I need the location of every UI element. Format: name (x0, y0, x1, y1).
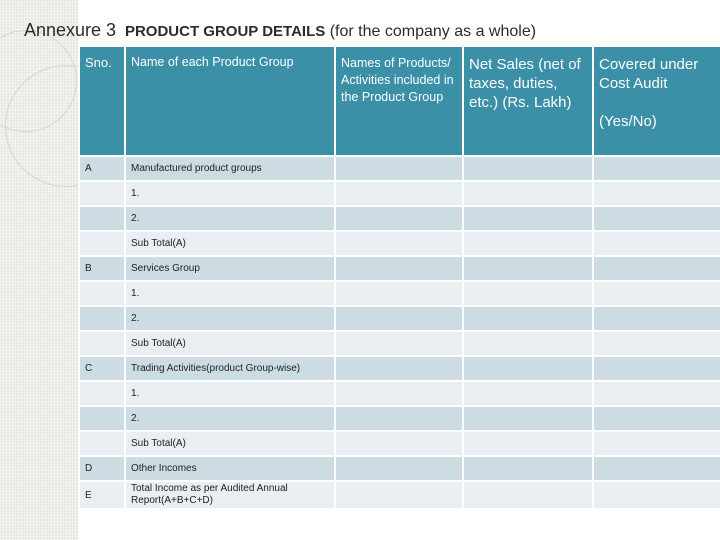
cell-products (334, 305, 464, 332)
cell-products (334, 330, 464, 357)
cell-covered (592, 205, 720, 232)
cell-net-sales (462, 280, 594, 307)
header-covered-label: Covered under Cost Audit (599, 56, 699, 92)
cell-product-group: 1. (124, 380, 336, 407)
table-row: 2. (78, 405, 720, 432)
cell-net-sales (462, 205, 594, 232)
title-sub: PRODUCT GROUP DETAILS (124, 23, 326, 40)
table-row: D Other Incomes (78, 455, 720, 482)
header-covered: Covered under Cost Audit (Yes/No) (592, 45, 720, 157)
cell-covered (592, 330, 720, 357)
cell-products (334, 180, 464, 207)
cell-covered (592, 430, 720, 457)
cell-net-sales (462, 380, 594, 407)
cell-product-group: 1. (124, 180, 336, 207)
cell-covered (592, 405, 720, 432)
cell-products (334, 355, 464, 382)
cell-product-group: Total Income as per Audited Annual Repor… (124, 480, 336, 510)
cell-product-group: Manufactured product groups (124, 155, 336, 182)
cell-product-group: Sub Total(A) (124, 430, 336, 457)
cell-products (334, 430, 464, 457)
cell-sno: B (78, 255, 126, 282)
cell-net-sales (462, 230, 594, 257)
table-body: A Manufactured product groups 1. 2. Sub Tota… (78, 155, 720, 510)
cell-sno (78, 380, 126, 407)
cell-product-group: 2. (124, 405, 336, 432)
header-name: Name of each Product Group (124, 45, 336, 157)
cell-product-group: 2. (124, 305, 336, 332)
cell-net-sales (462, 330, 594, 357)
table-row: A Manufactured product groups (78, 155, 720, 182)
table-row: E Total Income as per Audited Annual Repo… (78, 480, 720, 510)
table-row: 1. (78, 380, 720, 407)
cell-products (334, 405, 464, 432)
cell-sno (78, 230, 126, 257)
cell-covered (592, 255, 720, 282)
cell-product-group: Sub Total(A) (124, 230, 336, 257)
cell-product-group: Services Group (124, 255, 336, 282)
cell-net-sales (462, 180, 594, 207)
cell-sno: C (78, 355, 126, 382)
table-row: 2. (78, 305, 720, 332)
table-row: Sub Total(A) (78, 330, 720, 357)
cell-sno (78, 330, 126, 357)
header-products: Names of Products/ Activities included i… (334, 45, 464, 157)
table-row: Sub Total(A) (78, 430, 720, 457)
cell-covered (592, 355, 720, 382)
header-net-sales: Net Sales (net of taxes, duties, etc.) (… (462, 45, 594, 157)
cell-products (334, 280, 464, 307)
table-row: 1. (78, 280, 720, 307)
cell-product-group: Trading Activities(product Group-wise) (124, 355, 336, 382)
cell-products (334, 380, 464, 407)
table-header-row: Sno. Name of each Product Group Names of… (78, 45, 720, 157)
cell-product-group: 1. (124, 280, 336, 307)
cell-products (334, 230, 464, 257)
cell-sno: D (78, 455, 126, 482)
cell-covered (592, 305, 720, 332)
header-covered-yesno: (Yes/No) (599, 113, 657, 130)
cell-net-sales (462, 305, 594, 332)
cell-net-sales (462, 355, 594, 382)
cell-product-group: Sub Total(A) (124, 330, 336, 357)
table-row: B Services Group (78, 255, 720, 282)
cell-sno: A (78, 155, 126, 182)
cell-covered (592, 230, 720, 257)
cell-net-sales (462, 455, 594, 482)
cell-net-sales (462, 405, 594, 432)
cell-sno (78, 430, 126, 457)
cell-covered (592, 380, 720, 407)
table-row: 1. (78, 180, 720, 207)
cell-sno (78, 280, 126, 307)
cell-net-sales (462, 255, 594, 282)
cell-covered (592, 155, 720, 182)
cell-products (334, 205, 464, 232)
cell-net-sales (462, 430, 594, 457)
cell-covered (592, 180, 720, 207)
header-sno: Sno. (78, 45, 126, 157)
cell-covered (592, 280, 720, 307)
cell-products (334, 155, 464, 182)
product-group-table: Sno. Name of each Product Group Names of… (78, 45, 720, 510)
table-row: Sub Total(A) (78, 230, 720, 257)
page-title: Annexure 3 PRODUCT GROUP DETAILS (for th… (24, 20, 536, 41)
cell-product-group: 2. (124, 205, 336, 232)
table-row: C Trading Activities(product Group-wise) (78, 355, 720, 382)
title-main: Annexure 3 (24, 20, 117, 40)
cell-sno: E (78, 480, 126, 510)
cell-sno (78, 405, 126, 432)
table-row: 2. (78, 205, 720, 232)
cell-covered (592, 455, 720, 482)
cell-net-sales (462, 155, 594, 182)
cell-products (334, 455, 464, 482)
cell-product-group: Other Incomes (124, 455, 336, 482)
cell-covered (592, 480, 720, 510)
cell-sno (78, 205, 126, 232)
cell-net-sales (462, 480, 594, 510)
cell-products (334, 480, 464, 510)
title-tail: (for the company as a whole) (329, 23, 537, 40)
cell-sno (78, 180, 126, 207)
cell-sno (78, 305, 126, 332)
cell-products (334, 255, 464, 282)
